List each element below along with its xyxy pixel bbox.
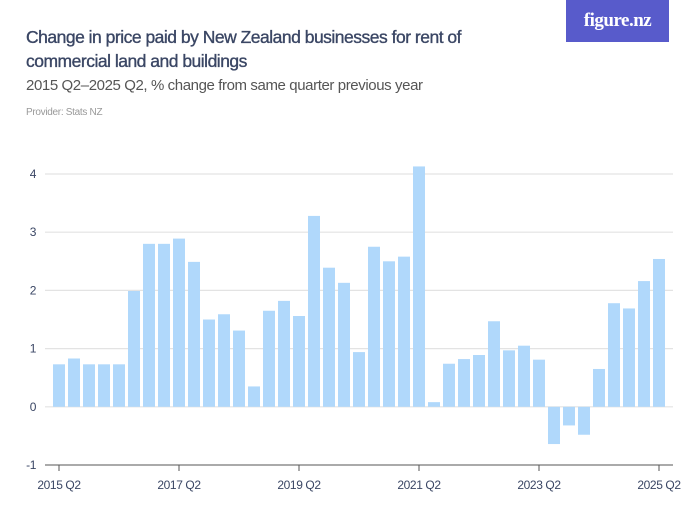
bar-2022-q3 <box>488 321 500 407</box>
figure-nz-logo[interactable]: figure.nz <box>566 0 669 42</box>
bar-2024-q1 <box>578 406 590 435</box>
bar-2018-q2 <box>233 330 245 407</box>
bar-2016-q3 <box>128 290 140 407</box>
bar-2019-q1 <box>278 300 290 407</box>
bar-2025-q1 <box>638 281 650 407</box>
x-tick-label: 2015 Q2 <box>37 478 81 492</box>
x-tick-label: 2025 Q2 <box>637 478 681 492</box>
bar-2018-q1 <box>218 314 230 407</box>
bar-2024-q3 <box>608 303 620 407</box>
bar-2025-q2 <box>653 258 665 407</box>
bar-2023-q1 <box>518 345 530 407</box>
bar-2016-q1 <box>98 364 110 407</box>
y-tick-label: -1 <box>26 458 37 472</box>
bar-2017-q4 <box>203 319 215 407</box>
bar-2017-q1 <box>158 243 170 407</box>
bar-2019-q2 <box>293 316 305 407</box>
bar-2020-q4 <box>383 261 395 407</box>
bar-2019-q4 <box>323 267 335 407</box>
bar-2015-q2 <box>53 364 65 407</box>
bar-2017-q2 <box>173 238 185 407</box>
bar-2024-q4 <box>623 308 635 407</box>
bar-2024-q2 <box>593 368 605 407</box>
bar-2020-q1 <box>338 282 350 407</box>
bar-2021-q2 <box>413 166 425 407</box>
y-tick-label: 3 <box>30 225 37 239</box>
bar-2017-q3 <box>188 261 200 407</box>
bar-2020-q2 <box>353 352 365 407</box>
x-tick-label: 2021 Q2 <box>397 478 441 492</box>
x-tick-label: 2017 Q2 <box>157 478 201 492</box>
x-tick-label: 2023 Q2 <box>517 478 561 492</box>
bar-2021-q3 <box>428 402 440 407</box>
y-tick-label: 0 <box>30 400 37 414</box>
bar-2015-q3 <box>68 358 80 407</box>
bar-2022-q1 <box>458 359 470 407</box>
chart-title: Change in price paid by New Zealand busi… <box>26 27 462 71</box>
bar-2022-q4 <box>503 350 515 407</box>
bar-2016-q4 <box>143 243 155 407</box>
provider-label: Provider: Stats NZ <box>26 107 103 118</box>
bar-2019-q3 <box>308 215 320 407</box>
chart-subtitle: 2015 Q2–2025 Q2, % change from same quar… <box>26 77 423 94</box>
bar-2018-q3 <box>248 386 260 407</box>
bar-2015-q4 <box>83 364 95 407</box>
bar-2023-q2 <box>533 359 545 407</box>
y-tick-label: 4 <box>30 167 37 181</box>
y-tick-label: 1 <box>30 342 37 356</box>
bar-2022-q2 <box>473 355 485 407</box>
y-tick-label: 2 <box>30 283 37 297</box>
x-tick-label: 2019 Q2 <box>277 478 321 492</box>
bar-2018-q4 <box>263 310 275 407</box>
bar-2021-q1 <box>398 256 410 407</box>
bar-2023-q4 <box>563 406 575 426</box>
bar-2023-q3 <box>548 406 560 445</box>
bar-2020-q3 <box>368 246 380 407</box>
bar-2021-q4 <box>443 363 455 407</box>
bar-2016-q2 <box>113 364 125 407</box>
